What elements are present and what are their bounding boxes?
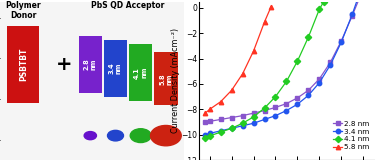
4.1 nm xyxy=(262,107,267,109)
Circle shape xyxy=(84,132,96,140)
4.1 nm xyxy=(284,80,289,82)
4.1 nm xyxy=(229,127,234,129)
2.8 nm xyxy=(317,78,322,80)
Y-axis label: Current Density (mAcm⁻²): Current Density (mAcm⁻²) xyxy=(171,28,180,133)
2.8 nm xyxy=(208,120,212,122)
4.1 nm xyxy=(321,1,326,3)
3.4 nm xyxy=(262,119,267,120)
Line: 2.8 nm: 2.8 nm xyxy=(203,0,366,124)
Text: 3.4
nm: 3.4 nm xyxy=(109,63,122,75)
2.8 nm xyxy=(262,110,267,112)
5.8 nm xyxy=(251,50,256,52)
2.8 nm xyxy=(295,97,300,99)
5.8 nm xyxy=(208,108,212,110)
Bar xyxy=(8,26,39,103)
2.8 nm xyxy=(251,112,256,114)
3.4 nm xyxy=(339,41,344,43)
2.8 nm xyxy=(328,61,333,63)
Circle shape xyxy=(150,125,181,146)
2.8 nm xyxy=(218,119,223,120)
3.4 nm xyxy=(273,115,278,117)
5.8 nm xyxy=(203,112,208,114)
Text: Polymer
Donor: Polymer Donor xyxy=(6,1,41,20)
Text: PbS QD Acceptor: PbS QD Acceptor xyxy=(91,1,165,10)
5.8 nm xyxy=(240,73,245,75)
3.4 nm xyxy=(284,110,289,112)
4.1 nm xyxy=(218,131,223,133)
Line: 4.1 nm: 4.1 nm xyxy=(203,0,326,141)
3.4 nm xyxy=(208,132,212,134)
3.4 nm xyxy=(218,130,223,132)
Line: 3.4 nm: 3.4 nm xyxy=(203,0,366,137)
4.1 nm xyxy=(306,36,311,38)
4.1 nm xyxy=(208,135,212,137)
2.8 nm xyxy=(229,117,234,119)
4.1 nm xyxy=(273,96,278,98)
Bar xyxy=(79,36,102,93)
3.4 nm xyxy=(295,103,300,105)
Bar xyxy=(154,52,178,105)
3.4 nm xyxy=(350,13,355,15)
5.8 nm xyxy=(262,21,267,23)
2.8 nm xyxy=(273,106,278,108)
4.1 nm xyxy=(317,8,322,10)
Text: PSBTBT: PSBTBT xyxy=(19,48,28,81)
2.8 nm xyxy=(350,15,355,16)
3.4 nm xyxy=(317,82,322,84)
2.8 nm xyxy=(203,121,208,123)
5.8 nm xyxy=(218,101,223,103)
4.1 nm xyxy=(251,116,256,118)
Text: 4.1
nm: 4.1 nm xyxy=(134,67,147,79)
Legend: 2.8 nm, 3.4 nm, 4.1 nm, 5.8 nm: 2.8 nm, 3.4 nm, 4.1 nm, 5.8 nm xyxy=(330,118,372,153)
3.4 nm xyxy=(251,122,256,124)
Line: 5.8 nm: 5.8 nm xyxy=(203,4,273,115)
3.4 nm xyxy=(203,134,208,136)
4.1 nm xyxy=(203,137,208,139)
Bar xyxy=(104,40,127,97)
3.4 nm xyxy=(240,125,245,127)
2.8 nm xyxy=(306,89,311,91)
Bar xyxy=(129,44,152,101)
Circle shape xyxy=(107,130,124,141)
3.4 nm xyxy=(306,94,311,96)
2.8 nm xyxy=(284,103,289,105)
4.1 nm xyxy=(295,60,300,62)
2.8 nm xyxy=(240,115,245,117)
Text: +: + xyxy=(56,55,73,74)
Circle shape xyxy=(130,129,151,143)
Text: 5.8
nm: 5.8 nm xyxy=(160,73,172,85)
3.4 nm xyxy=(229,127,234,129)
3.4 nm xyxy=(328,64,333,66)
5.8 nm xyxy=(269,6,273,8)
5.8 nm xyxy=(229,89,234,91)
2.8 nm xyxy=(339,40,344,42)
Text: 2.8
nm: 2.8 nm xyxy=(84,59,97,70)
4.1 nm xyxy=(240,122,245,124)
